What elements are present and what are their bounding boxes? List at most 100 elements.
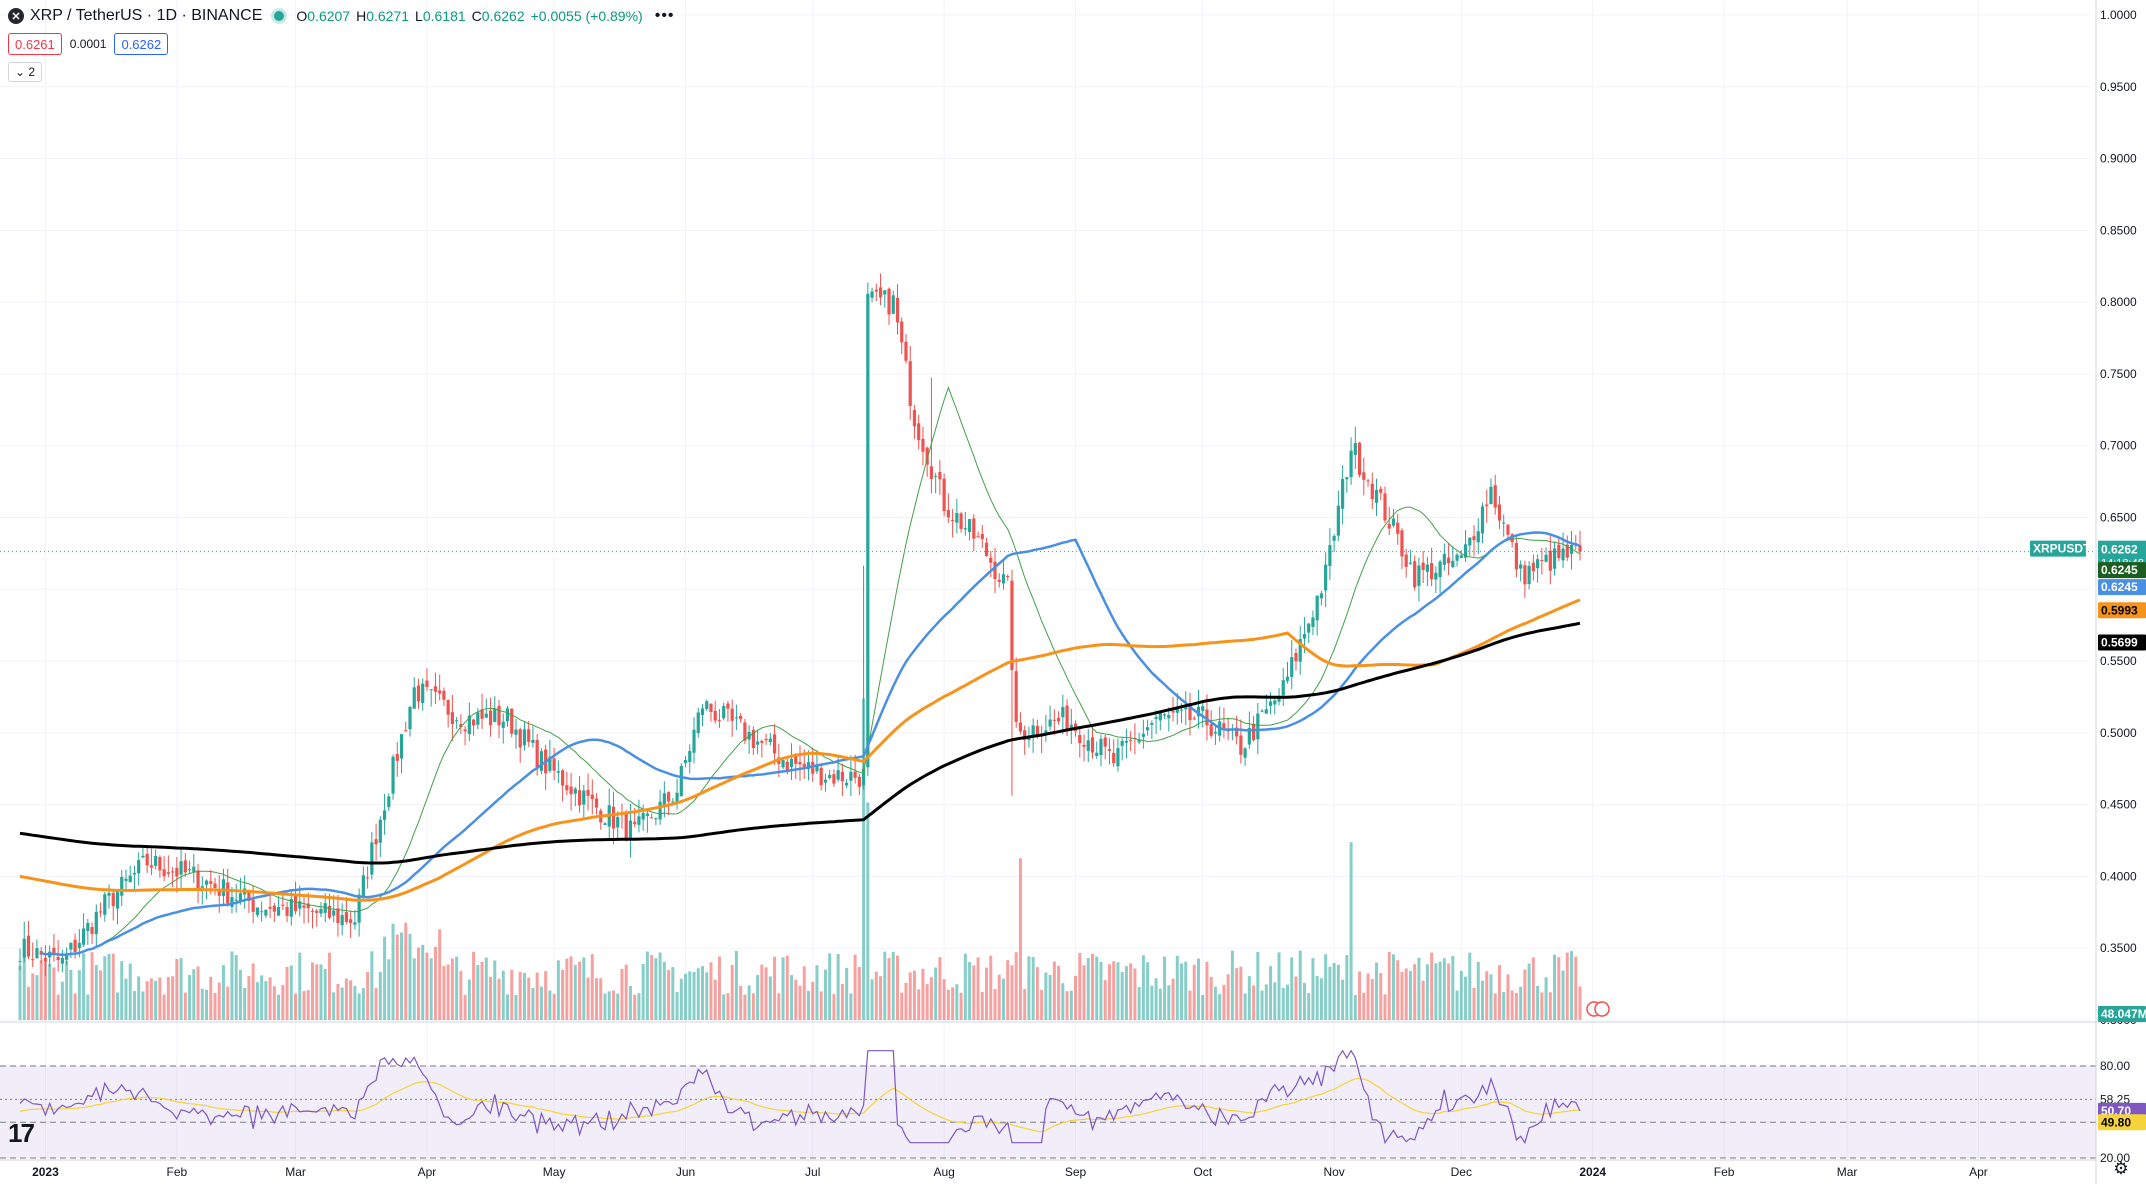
candle-body <box>802 763 806 768</box>
volume-value-label: 48.047M <box>2101 1007 2146 1021</box>
volume-bar <box>69 969 73 1020</box>
volume-bar <box>1514 992 1518 1020</box>
candle-body <box>1476 531 1480 543</box>
volume-bar <box>446 964 450 1020</box>
volume-bar <box>811 981 815 1020</box>
volume-bar <box>1430 952 1434 1020</box>
volume-bar <box>188 975 192 1020</box>
volume-bar <box>514 994 518 1020</box>
volume-bar <box>1438 961 1442 1020</box>
candle-body <box>395 754 399 761</box>
volume-bar <box>1120 972 1124 1020</box>
candle-body <box>756 741 760 745</box>
volume-bar <box>1281 987 1285 1020</box>
volume-bar <box>1218 994 1222 1020</box>
candle-body <box>603 823 607 825</box>
candle-body <box>700 708 705 715</box>
candle-body <box>1413 561 1417 588</box>
candle-body <box>103 894 107 915</box>
price-tick-label: 0.3500 <box>2100 941 2137 955</box>
candle-body <box>204 880 209 885</box>
candle-body <box>1468 537 1472 546</box>
indicators-toggle-button[interactable]: ⌄ 2 <box>8 62 43 82</box>
volume-bar <box>823 969 827 1020</box>
volume-bar <box>90 952 94 1020</box>
candle-body <box>31 959 35 961</box>
time-tick-label: 2024 <box>1579 1165 1606 1179</box>
high-value: 0.6271 <box>366 8 410 24</box>
candle-body <box>162 869 166 877</box>
candle-body <box>230 897 234 907</box>
candle-body <box>887 288 891 315</box>
volume-bar <box>518 971 522 1020</box>
candle-body <box>535 739 539 769</box>
candle-body <box>1129 739 1133 741</box>
candle-body <box>213 883 217 889</box>
volume-bar <box>349 980 353 1020</box>
candle-body <box>671 801 675 803</box>
volume-bar <box>595 978 599 1020</box>
volume-bar <box>972 965 976 1020</box>
volume-bar <box>501 970 505 1020</box>
ma50-value-label: 0.6245 <box>2101 580 2138 594</box>
candle-body <box>1213 732 1218 734</box>
volume-bar <box>760 964 764 1020</box>
volume-bar <box>773 956 777 1020</box>
candle-body <box>281 904 285 906</box>
volume-bar <box>908 972 912 1020</box>
candle-body <box>1056 717 1061 722</box>
candle-body <box>1472 536 1476 541</box>
volume-bar <box>692 971 696 1020</box>
tradingview-logo-icon[interactable]: 17 <box>8 1118 35 1148</box>
buy-button[interactable]: 0.6262 <box>114 33 169 55</box>
candle-body <box>1222 723 1226 730</box>
volume-bar <box>573 964 577 1020</box>
market-status-icon[interactable] <box>274 11 285 21</box>
candle-body <box>959 513 963 529</box>
candle-body <box>866 293 870 768</box>
volume-bar <box>1319 978 1323 1020</box>
candle-body <box>442 690 446 700</box>
candle-body <box>1451 560 1455 568</box>
volume-bar <box>387 959 391 1020</box>
candle-body <box>666 792 671 802</box>
volume-bar <box>667 970 671 1020</box>
symbol-title[interactable]: XRP / TetherUS · 1D · BINANCE <box>30 7 263 24</box>
volume-bar <box>73 993 77 1020</box>
volume-bar <box>510 969 514 1020</box>
volume-bar <box>268 977 272 1020</box>
candle-body <box>912 410 917 427</box>
volume-bar <box>1158 988 1162 1020</box>
candle-body <box>1061 706 1065 718</box>
volume-bar <box>433 946 437 1020</box>
volume-bar <box>99 970 103 1020</box>
candle-body <box>1438 561 1442 578</box>
volume-bar <box>260 975 264 1020</box>
volume-bar <box>552 993 556 1020</box>
volume-bar <box>497 978 501 1020</box>
volume-bar <box>1057 965 1061 1020</box>
candle-body <box>298 901 302 909</box>
volume-bar <box>455 956 459 1020</box>
volume-bar <box>370 951 374 1020</box>
rsi-ma-value-label-bg <box>2098 1114 2146 1131</box>
volume-bar <box>1370 979 1374 1020</box>
more-options-icon[interactable]: ••• <box>654 7 675 24</box>
candle-body <box>26 935 31 957</box>
volume-bar <box>980 991 984 1020</box>
spread-value: 0.0001 <box>69 37 107 51</box>
volume-bar <box>1133 968 1137 1020</box>
gear-icon[interactable]: ⚙ <box>2113 1159 2129 1178</box>
sell-button[interactable]: 0.6261 <box>8 33 62 55</box>
volume-bar <box>421 944 425 1020</box>
volume-bar <box>946 989 950 1020</box>
price-tick-label: 0.9500 <box>2100 80 2137 94</box>
volume-bar <box>1379 972 1383 1020</box>
volume-bar <box>1213 986 1217 1020</box>
volume-bar <box>1065 991 1069 1020</box>
candle-body <box>518 729 522 748</box>
candle-body <box>357 894 361 923</box>
volume-bar <box>963 953 967 1020</box>
